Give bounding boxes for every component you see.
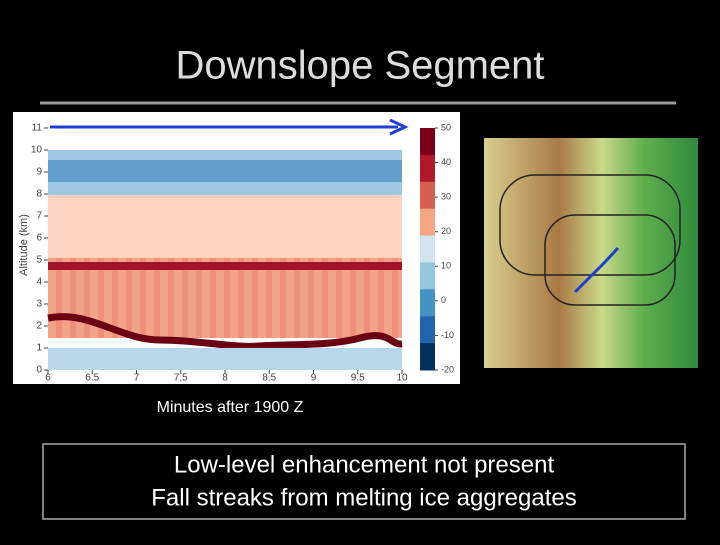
x-tick-label: 7 — [134, 373, 140, 384]
colorbar-label: 10 — [441, 261, 451, 271]
colorbar-label: -20 — [441, 364, 454, 374]
segment-arrow — [573, 246, 620, 294]
x-tick-label: 10 — [396, 373, 408, 384]
flight-track — [544, 214, 676, 306]
colorbar-cell — [420, 208, 435, 237]
colorbar-cell — [420, 343, 435, 371]
arrow-head — [389, 118, 409, 136]
colorbar-label: 20 — [441, 226, 451, 236]
x-tick-label: 7.5 — [174, 373, 188, 384]
colorbar-label: 50 — [441, 122, 451, 132]
echo-blue — [48, 160, 402, 182]
y-tick-label: 11 — [32, 123, 43, 134]
colorbar-cell — [420, 235, 435, 263]
colorbar-cell — [420, 316, 435, 344]
y-tick-label: 0 — [36, 365, 42, 376]
y-tick-label: 2 — [36, 321, 42, 332]
x-tick-label: 8 — [222, 373, 228, 384]
x-tick-label: 6.5 — [85, 373, 99, 384]
y-tick-label: 10 — [31, 145, 43, 156]
y-tick-label: 9 — [36, 167, 42, 178]
colorbar-label: 40 — [441, 157, 451, 167]
y-axis-label: Altitude (km) — [18, 214, 30, 276]
terrain-map — [484, 138, 698, 368]
slide-title: Downslope Segment — [175, 44, 544, 88]
notes-box — [42, 443, 686, 520]
x-tick-label: 9 — [311, 373, 317, 384]
x-tick-label: 6 — [45, 373, 51, 384]
y-tick-label: 8 — [36, 189, 42, 200]
colorbar-cell — [420, 262, 435, 290]
colorbar-label: 0 — [441, 295, 446, 305]
y-tick-label: 7 — [36, 211, 42, 222]
bright-band — [48, 262, 402, 270]
radar-figure: Altitude (km) — [13, 112, 460, 384]
y-tick-label: 6 — [36, 233, 42, 244]
note: Low-level enhancement not present — [174, 451, 555, 478]
note: Fall streaks from melting ice aggregates — [151, 484, 577, 511]
map — [484, 138, 698, 368]
echo-light — [48, 195, 402, 260]
caption: Minutes after 1900 Z — [157, 399, 304, 416]
colorbar-cell — [420, 181, 435, 210]
colorbar-cell — [420, 154, 435, 183]
y-tick-label: 1 — [36, 343, 42, 354]
colorbar-label: 30 — [441, 192, 451, 202]
colorbar-cell — [420, 128, 435, 156]
surface-band — [47, 313, 403, 350]
y-tick-label: 3 — [36, 299, 42, 310]
y-tick-label: 5 — [36, 255, 42, 266]
echo-low — [48, 348, 402, 370]
colorbar-cell — [420, 289, 435, 317]
x-tick-label: 8.5 — [262, 373, 276, 384]
y-tick-label: 4 — [36, 277, 42, 288]
x-tick-label: 9.5 — [351, 373, 365, 384]
colorbar-label: -10 — [441, 330, 454, 340]
